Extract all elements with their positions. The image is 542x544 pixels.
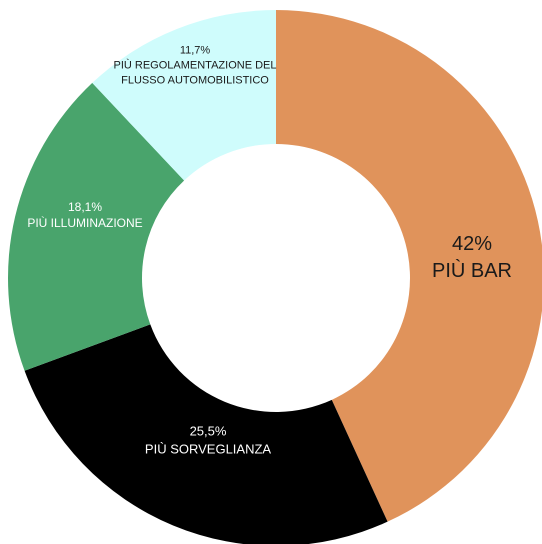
value-label: 25,5% xyxy=(189,423,227,439)
slice-label: 25,5% PIÙ SORVEGLIANZA xyxy=(145,422,271,457)
category-label: PIÙ BAR xyxy=(431,260,513,282)
slice xyxy=(7,82,185,371)
category-label: PIÙ SORVEGLIANZA xyxy=(144,441,272,456)
slice xyxy=(92,10,276,181)
slice xyxy=(276,10,542,522)
category-label: PIÙ REGOLAMENTAZIONE DEL FLUSSO AUTOMOBI… xyxy=(113,59,277,87)
slice-label: 11,7% PIÙ REGOLAMENTAZIONE DEL FLUSSO AUT… xyxy=(105,44,285,89)
slice-label: 18,1% PIÙ ILLUMINAZIONE xyxy=(27,199,142,231)
slice xyxy=(24,324,388,544)
value-label: 11,7% xyxy=(179,44,211,57)
category-label: PIÙ ILLUMINAZIONE xyxy=(27,216,143,230)
value-label: 42% xyxy=(451,233,493,255)
slice-label: 42% PIÙ BAR xyxy=(432,231,512,285)
value-label: 18,1% xyxy=(67,199,103,214)
